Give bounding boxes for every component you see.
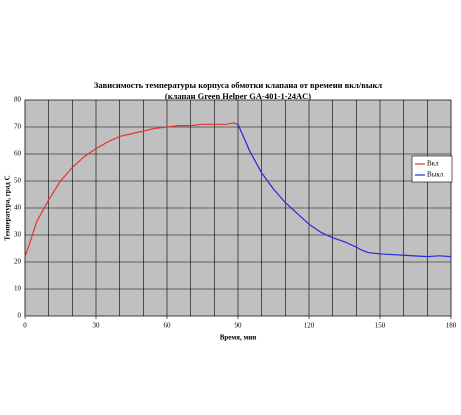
y-tick-label: 70: [14, 123, 22, 131]
x-tick-label: 90: [235, 322, 243, 330]
x-tick-label: 150: [375, 322, 386, 330]
y-tick-label: 10: [14, 285, 22, 293]
chart-subtitle: (клапан Green Helper GA-401-1-24AC): [165, 91, 311, 101]
x-axis-title: Время, мин: [220, 334, 257, 342]
y-tick-label: 80: [14, 96, 22, 104]
y-tick-label: 0: [18, 312, 22, 320]
y-tick-label: 20: [14, 258, 22, 266]
x-tick-label: 180: [446, 322, 457, 330]
legend-label: Выкл: [427, 171, 444, 179]
legend-box: [411, 155, 453, 183]
x-tick-label: 120: [304, 322, 315, 330]
y-tick-label: 30: [14, 231, 22, 239]
legend-label: Вкл: [427, 160, 439, 168]
y-axis-title: Температура, град С: [4, 175, 12, 240]
x-tick-label: 0: [23, 322, 27, 330]
x-tick-label: 30: [93, 322, 101, 330]
y-tick-label: 40: [14, 204, 22, 212]
x-tick-label: 60: [164, 322, 172, 330]
chart-title: Зависимость температуры корпуса обмотки …: [94, 80, 382, 90]
series-line: [237, 124, 452, 258]
y-tick-label: 50: [14, 177, 22, 185]
y-tick-label: 60: [14, 150, 22, 158]
series-line: [24, 122, 239, 257]
